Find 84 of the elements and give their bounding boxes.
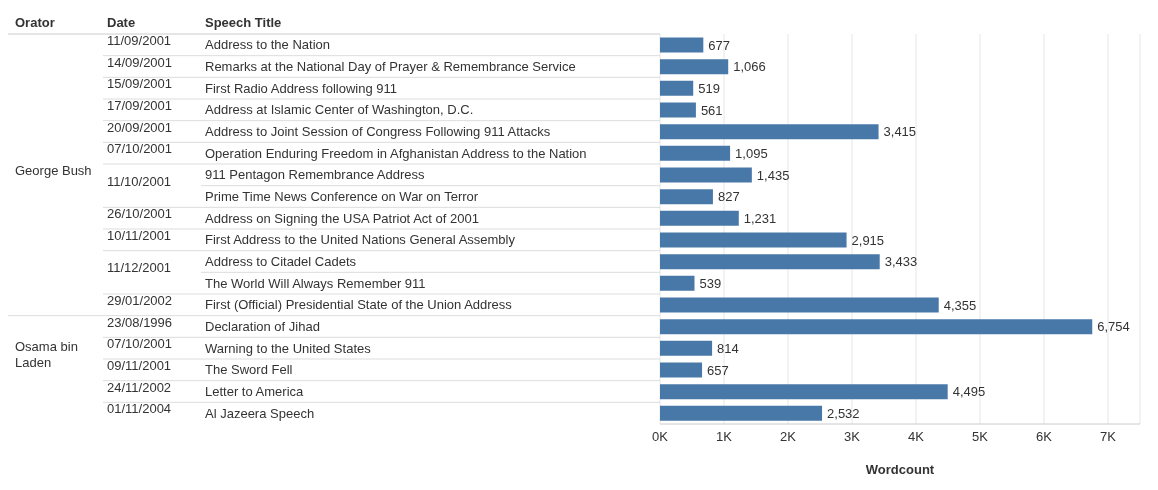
data-label: 1,066 — [733, 59, 766, 75]
y-tick-label: Letter to America — [205, 384, 305, 400]
bar — [660, 405, 823, 421]
y-tick-label: Prime Time News Conference on War on Terror — [205, 189, 479, 205]
bar — [660, 124, 879, 140]
text: 10/11/2001 — [107, 227, 172, 243]
x-tick-label: 2K — [780, 429, 797, 445]
text: George Bush — [15, 162, 92, 178]
y-tick-label: First (Official) Presidential State of the Union Address — [205, 297, 513, 313]
data-label: 561 — [700, 102, 723, 118]
text: 11/09/2001 — [107, 32, 172, 48]
text: 26/10/2001 — [107, 206, 173, 222]
text: 14/09/2001 — [107, 54, 173, 70]
data-label: 657 — [707, 362, 729, 378]
data-label: 814 — [717, 340, 739, 356]
data-label: 2,532 — [827, 405, 860, 421]
bar — [660, 167, 752, 183]
text: Osama bin Laden — [15, 339, 78, 370]
data-label: 539 — [699, 275, 722, 291]
y-tick-label: The World Will Always Remember 911 — [205, 275, 426, 291]
data-label: 3,433 — [884, 254, 918, 270]
y-axis-title: Speech Title — [205, 14, 282, 30]
y-tick-label: Address to Citadel Cadets — [205, 254, 357, 270]
bar — [660, 210, 739, 226]
data-label: 1,095 — [735, 145, 768, 161]
bar — [660, 275, 695, 291]
text: Orator — [15, 14, 55, 30]
y-tick-label: Warning to the United States — [205, 340, 372, 356]
data-label: 677 — [708, 37, 731, 53]
data-label: 1,435 — [756, 167, 790, 183]
bar — [660, 102, 696, 118]
y-tick-label: Address at Islamic Center of Washington, D.C. — [205, 102, 474, 118]
text: 15/09/2001 — [107, 76, 173, 92]
x-tick-label: 5K — [972, 429, 989, 445]
bar — [660, 340, 713, 356]
y-tick-label: Al Jazeera Speech — [205, 405, 315, 421]
text: 07/10/2001 — [107, 141, 173, 157]
data-label: 827 — [717, 189, 740, 205]
bar — [660, 232, 847, 248]
text: 07/10/2001 — [107, 336, 173, 352]
data-label: 519 — [698, 80, 720, 96]
text: 09/11/2001 — [107, 357, 172, 373]
y-tick-label: 911 Pentagon Remembrance Address — [205, 167, 425, 183]
text: 11/10/2001 — [107, 173, 172, 189]
data-label: 4,355 — [943, 297, 977, 313]
data-label: 4,495 — [952, 384, 986, 400]
y-tick-label: Remarks at the National Day of Prayer & Remembrance Service — [205, 59, 576, 75]
data-label: 2,915 — [851, 232, 885, 248]
text: 11/12/2001 — [107, 260, 172, 276]
bar — [660, 254, 880, 270]
x-axis-title: Wordcount — [865, 462, 935, 477]
y-tick-label: Address on Signing the USA Patriot Act of 2001 — [205, 210, 479, 226]
text: 20/09/2001 — [107, 119, 173, 135]
bar — [660, 37, 704, 53]
x-tick-label: 1K — [716, 429, 733, 445]
x-tick-label: 3K — [844, 429, 861, 445]
bar — [660, 189, 713, 205]
y-tick-label: Declaration of Jihad — [205, 319, 320, 335]
x-tick-label: 6K — [1036, 429, 1053, 445]
y-tick-label: The Sword Fell — [205, 362, 293, 378]
y-tick-label: First Radio Address following 911 — [205, 80, 397, 96]
data-label: 3,415 — [883, 124, 917, 140]
text: 24/11/2002 — [107, 379, 172, 395]
y-tick-label: Operation Enduring Freedom in Afghanistan Address to the Nation — [205, 145, 587, 161]
bar — [660, 59, 729, 75]
x-tick-label: 7K — [1100, 429, 1117, 445]
y-tick-label: Address to the Nation — [205, 37, 331, 53]
data-label: 6,754 — [1097, 319, 1130, 335]
bar — [660, 297, 939, 313]
x-tick-label: 0K — [652, 429, 669, 445]
y-tick-label: Address to Joint Session of Congress Following 911 Attacks — [205, 124, 551, 140]
bar — [660, 319, 1093, 335]
text: 29/01/2002 — [107, 292, 173, 308]
data-label: 1,231 — [743, 210, 777, 226]
text: 01/11/2004 — [107, 401, 172, 417]
bar — [660, 362, 703, 378]
bar — [660, 145, 731, 161]
text: Date — [107, 14, 136, 30]
text: 23/08/1996 — [107, 314, 173, 330]
bar — [660, 80, 694, 96]
y-tick-label: First Address to the United Nations General Assembly — [205, 232, 516, 248]
bar — [660, 384, 948, 400]
text: 17/09/2001 — [107, 97, 173, 113]
x-tick-label: 4K — [908, 429, 925, 445]
